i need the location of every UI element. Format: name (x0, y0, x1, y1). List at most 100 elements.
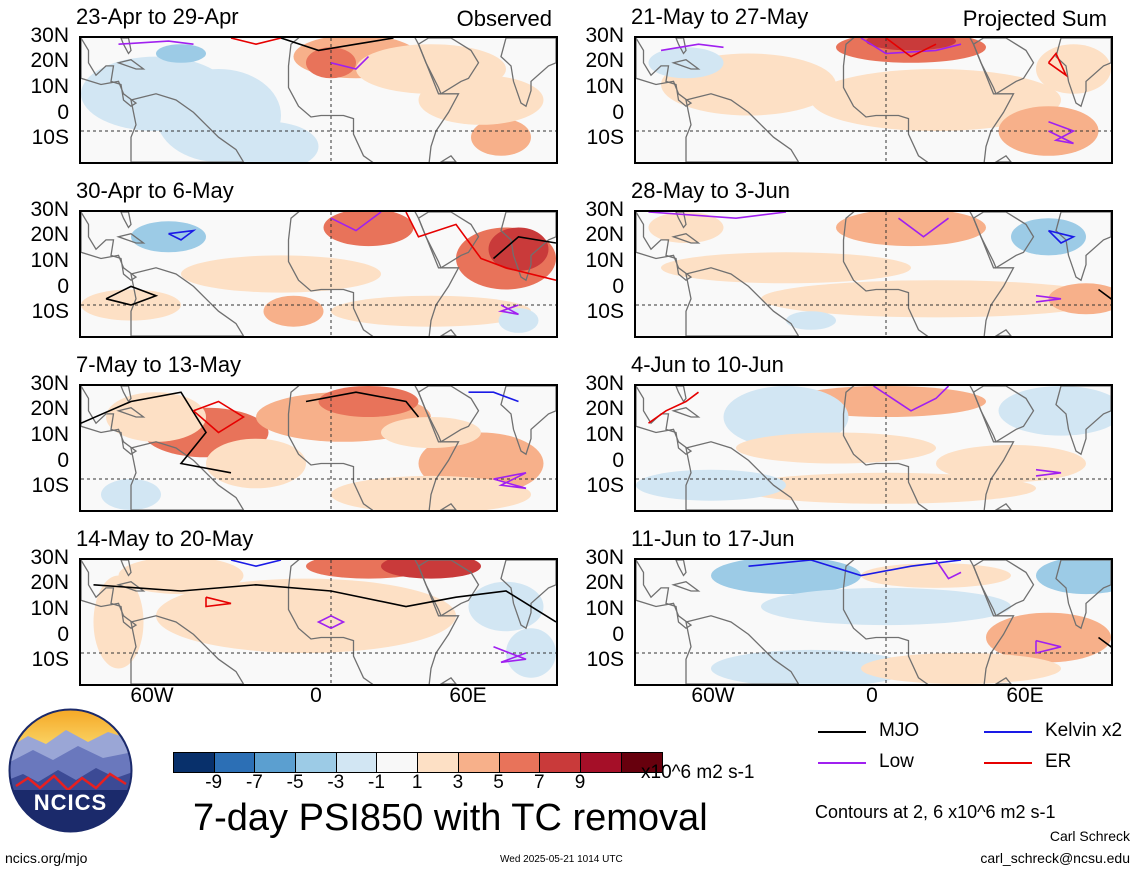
left-panel-title-2: 7-May to 13-May (76, 352, 242, 377)
right-map-0 (634, 36, 1113, 164)
legend-low-label: Low (879, 751, 914, 772)
colorbar-tick: -3 (327, 772, 345, 793)
left-lat-label-1-0: 30N (30, 198, 69, 221)
shading-blob (761, 280, 1111, 318)
right-lat-label-3-1: 20N (585, 571, 624, 594)
contour-line (81, 391, 232, 474)
colorbar-swatch (458, 753, 500, 772)
coastline (636, 560, 693, 629)
shading-blob (861, 653, 1061, 684)
coastline (972, 38, 1035, 95)
colorbar-tick: 1 (411, 772, 423, 793)
contour-line (1035, 639, 1062, 655)
colorbar-tick: 7 (534, 772, 545, 793)
shading-blob (861, 563, 1011, 588)
legend-er-label: ER (1045, 751, 1072, 772)
left-lat-label-2-2: 10N (30, 423, 69, 446)
shading-blob (1036, 44, 1111, 94)
left-panel-title-3: 14-May to 20-May (76, 526, 254, 551)
author-name: Carl Schreck (1049, 828, 1130, 844)
right-lat-label-0-4: 10S (586, 126, 624, 149)
colorbar-swatch (214, 753, 256, 772)
left-lat-label-1-1: 20N (30, 223, 69, 246)
colorbar (173, 752, 664, 773)
left-lat-label-1-2: 10N (30, 249, 69, 272)
colorbar-swatch (336, 753, 378, 772)
coastline (675, 560, 687, 577)
contour-line (468, 391, 519, 403)
right-lat-label-0-3: 0 (612, 101, 624, 124)
coastline (972, 560, 1035, 617)
shading-blob (381, 560, 481, 579)
colorbar-swatch (499, 753, 541, 772)
shading-blob (761, 587, 1011, 626)
contour-line (330, 212, 382, 232)
shading-blob (93, 575, 144, 669)
contour-line (118, 40, 194, 45)
contour-line (493, 472, 527, 490)
shading-blob (986, 612, 1111, 663)
colorbar-swatch (377, 753, 419, 772)
left-lat-label-0-2: 10N (30, 75, 69, 98)
colorbar-units: x10^6 m2 s-1 (641, 762, 755, 783)
shading-blob (711, 560, 861, 595)
legend-er-line (984, 762, 1032, 764)
coastline (439, 328, 457, 336)
contour-line (873, 386, 950, 412)
contour-line (493, 646, 527, 664)
left-map-2 (79, 384, 558, 512)
coastline (1055, 212, 1111, 282)
shading-blob (418, 75, 544, 125)
right-lat-label-2-1: 20N (585, 397, 624, 420)
coastline (1055, 560, 1111, 630)
coastline (636, 386, 693, 455)
shading-blob (156, 44, 206, 63)
coastline (972, 212, 1035, 269)
coastline (120, 560, 132, 577)
shading-blob (661, 252, 911, 284)
lon-label-60e-left: 60E (449, 684, 487, 707)
right-lat-label-2-3: 0 (612, 449, 624, 472)
coastline (287, 38, 460, 162)
left-lat-label-0-4: 10S (31, 126, 69, 149)
shading-blob (118, 560, 244, 595)
left-map-1 (79, 210, 558, 338)
shading-blob (711, 649, 911, 684)
contour-line (330, 56, 370, 70)
colorbar-tick: 9 (574, 772, 586, 793)
coastline (675, 212, 687, 229)
coastline (1055, 38, 1111, 108)
author-email: carl_schreck@ncsu.edu (980, 850, 1130, 866)
contour-line (105, 285, 159, 306)
right-lat-label-1-3: 0 (612, 275, 624, 298)
left-lat-label-0-3: 0 (57, 101, 69, 124)
coastline (116, 232, 146, 244)
coastline (116, 580, 146, 592)
coastline (81, 560, 138, 629)
coastline (81, 212, 138, 281)
coastline (685, 441, 800, 510)
logo-text: NCICS (33, 790, 108, 815)
right-map-3 (634, 558, 1113, 686)
shading-blob (206, 438, 306, 489)
lon-label-0-left: 0 (310, 684, 322, 707)
contour-line (230, 38, 282, 46)
left-lat-label-3-0: 30N (30, 546, 69, 569)
contour-note: Contours at 2, 6 x10^6 m2 s-1 (815, 802, 1056, 822)
right-panel-title-1: 28-May to 3-Jun (631, 178, 790, 203)
coastline (439, 154, 457, 162)
colorbar-tick: 5 (493, 772, 504, 793)
url-text: ncics.org/mjo (5, 850, 88, 866)
coastline (439, 676, 457, 684)
contour-line (492, 235, 556, 260)
legend-kelvin-label: Kelvin x2 (1045, 720, 1123, 741)
coastline (994, 328, 1012, 336)
contour-line (1035, 468, 1062, 477)
left-lat-label-3-2: 10N (30, 597, 69, 620)
shading-blob (381, 417, 481, 448)
left-panel-label-0: Observed (456, 6, 552, 31)
shading-blob (1048, 283, 1111, 315)
left-lat-label-2-0: 30N (30, 372, 69, 395)
coastline (842, 212, 1015, 336)
contour-line (1035, 294, 1062, 303)
